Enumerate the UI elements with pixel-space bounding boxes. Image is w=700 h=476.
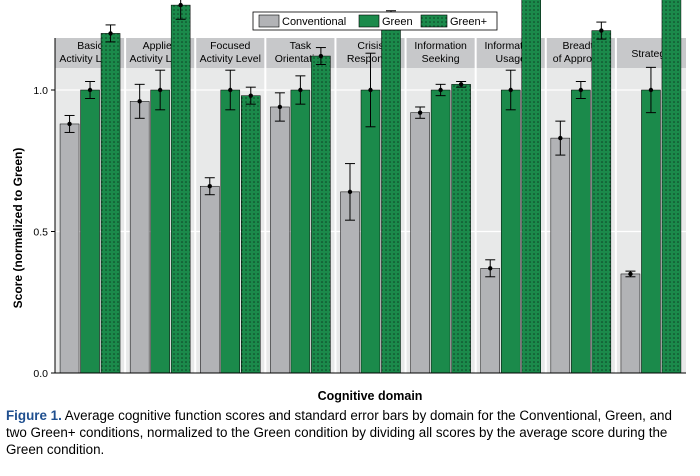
mean-point	[277, 104, 283, 110]
mean-point	[108, 31, 113, 36]
bar	[290, 89, 311, 374]
category-label: Breadth	[562, 40, 599, 52]
bar	[641, 89, 661, 374]
bar	[129, 101, 150, 374]
mean-point	[599, 28, 604, 33]
bar	[170, 4, 191, 374]
category-label: Seeking	[422, 53, 460, 65]
bars	[59, 0, 682, 374]
bar	[100, 33, 121, 374]
bar	[521, 0, 541, 374]
bar	[311, 55, 331, 374]
mean-point	[137, 99, 142, 104]
bar	[591, 30, 612, 374]
legend-label-green-plus: Green+	[450, 16, 487, 28]
category-label: Strategy	[631, 48, 671, 60]
bar	[410, 112, 430, 374]
bar	[360, 89, 381, 374]
figure-caption: Figure 1. Average cognitive function sco…	[6, 407, 696, 458]
mean-point	[347, 189, 353, 195]
bar	[571, 89, 591, 374]
bar	[620, 273, 641, 374]
bar	[480, 268, 500, 374]
mean-point	[508, 87, 513, 93]
mean-point	[458, 82, 464, 87]
mean-point	[438, 87, 443, 93]
legend-label-green: Green	[382, 16, 413, 28]
x-axis-title: Cognitive domain	[318, 389, 423, 403]
y-tick-label: 0.5	[33, 227, 48, 239]
legend-swatch-green-plus	[420, 14, 448, 28]
category-label: Focused	[210, 40, 250, 52]
bar	[500, 89, 521, 374]
mean-point	[488, 266, 493, 271]
mean-point	[298, 87, 303, 93]
mean-point	[248, 93, 253, 98]
bar	[270, 106, 290, 374]
category-label: Usage	[496, 53, 527, 65]
mean-point	[558, 135, 563, 141]
category-label: Basic	[77, 40, 103, 52]
legend-label-conventional: Conventional	[282, 16, 346, 28]
mean-point	[207, 184, 212, 189]
legend-swatch-conventional	[258, 14, 280, 28]
category-label: Task	[290, 40, 312, 52]
figure-label: Figure 1.	[6, 408, 62, 423]
category-label: Crisis	[357, 40, 383, 52]
mean-point	[417, 110, 423, 115]
y-axis-ticks: 0.00.51.01.5	[33, 85, 55, 380]
bar	[59, 123, 80, 374]
mean-point	[648, 87, 654, 93]
bar	[381, 16, 401, 374]
caption-text: Average cognitive function scores and st…	[6, 408, 672, 457]
mean-point	[178, 2, 183, 8]
mean-point	[228, 87, 233, 93]
category-label: Activity Level	[200, 53, 261, 65]
bar	[241, 95, 261, 374]
mean-point	[578, 87, 584, 93]
legend: Conventional Green Green+	[252, 11, 498, 31]
bar	[661, 0, 682, 374]
mean-point	[628, 271, 633, 277]
mean-point	[67, 121, 72, 127]
panel-dividers	[124, 38, 617, 373]
legend-swatch-green	[358, 14, 380, 28]
mean-point	[318, 53, 324, 59]
bar	[451, 84, 471, 374]
bar	[430, 89, 451, 374]
bar	[550, 137, 571, 374]
y-tick-label: 1.0	[33, 85, 48, 97]
category-label: Applied	[143, 40, 178, 52]
y-axis-title: Score (normalized to Green)	[11, 148, 25, 309]
y-tick-label: 0.0	[33, 368, 48, 380]
bar	[150, 89, 170, 374]
mean-point	[157, 87, 163, 93]
category-label: Information	[414, 40, 467, 52]
mean-point	[87, 87, 93, 93]
bar	[200, 185, 220, 374]
bar	[80, 89, 100, 374]
mean-point	[368, 87, 373, 93]
bar	[220, 89, 241, 374]
